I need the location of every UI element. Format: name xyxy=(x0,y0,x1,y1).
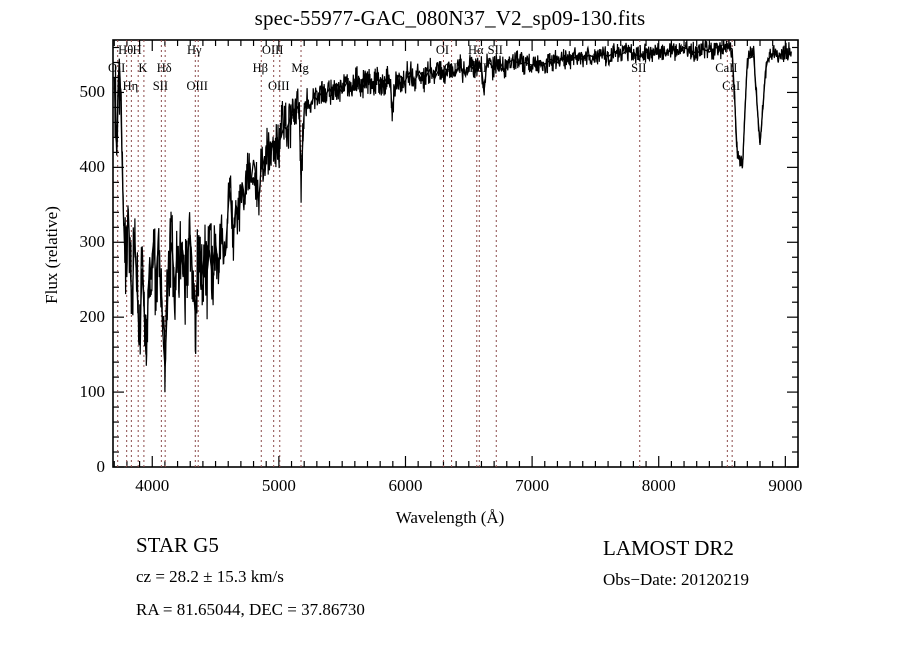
spectral-line-label: Hη xyxy=(122,79,139,93)
coordinates-text: RA = 81.65044, DEC = 37.86730 xyxy=(136,600,365,619)
spectral-line-label: OII xyxy=(107,61,126,75)
spectral-line-label: NII xyxy=(469,61,487,75)
spectral-line-label: SII xyxy=(152,79,168,93)
y-axis-label: Flux (relative) xyxy=(42,206,61,304)
object-class-text: STAR G5 xyxy=(136,533,219,557)
spectral-line-label: H xyxy=(132,43,142,57)
y-tick-label: 200 xyxy=(79,307,106,327)
spectrum-trace xyxy=(113,45,786,366)
spectral-line-label: OI xyxy=(443,61,458,75)
spectral-line-label: OI xyxy=(435,43,450,57)
spectrum-noise-trace xyxy=(113,39,792,393)
spectral-line-label: OIII xyxy=(267,79,290,93)
x-tick-label: 7000 xyxy=(515,476,550,495)
x-tick-label: 6000 xyxy=(388,476,423,495)
spectral-line-label: Hδ xyxy=(156,61,172,75)
spectral-line-label: Mg xyxy=(291,61,309,75)
spectral-line-label: CaII xyxy=(715,61,738,75)
spectral-line-label: OIII xyxy=(261,43,284,57)
y-tick-label: 0 xyxy=(96,457,106,476)
y-tick-label: 400 xyxy=(79,157,106,177)
spectral-line-label: Hα xyxy=(467,43,484,57)
obs-date-text: Obs−Date: 20120219 xyxy=(603,570,750,589)
spectral-line-label: Hβ xyxy=(252,61,268,75)
x-tick-label: 4000 xyxy=(135,476,170,495)
survey-name-text: LAMOST DR2 xyxy=(603,536,734,560)
spectral-line-label: K xyxy=(138,61,148,75)
plot-frame xyxy=(112,39,799,468)
spectral-line-label: Hγ xyxy=(187,43,202,57)
y-tick-label: 100 xyxy=(79,382,106,402)
spectral-line-label: SII xyxy=(487,43,503,57)
y-tick-label: 500 xyxy=(79,82,106,102)
spectral-line-label: Hθ xyxy=(118,43,134,57)
spectral-line-label: CaI xyxy=(722,79,741,93)
redshift-text: cz = 28.2 ± 15.3 km/s xyxy=(136,567,284,586)
x-tick-label: 9000 xyxy=(768,476,803,495)
x-tick-label: 8000 xyxy=(641,476,676,495)
x-axis-label: Wavelength (Å) xyxy=(395,508,505,527)
spectral-line-label: SII xyxy=(631,61,647,75)
y-tick-label: 300 xyxy=(79,232,106,252)
page-title: spec-55977-GAC_080N37_V2_sp09-130.fits xyxy=(254,6,646,30)
spectral-line-label: OIII xyxy=(186,79,208,93)
x-tick-label: 5000 xyxy=(261,476,296,495)
